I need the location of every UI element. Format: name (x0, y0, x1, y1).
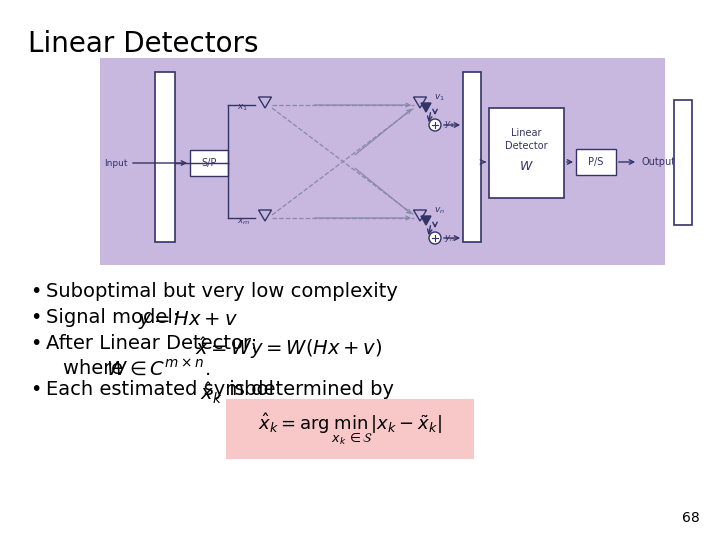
Text: $x_1$: $x_1$ (237, 103, 248, 113)
Text: $v_n$: $v_n$ (434, 206, 445, 216)
Text: Linear: Linear (511, 128, 541, 138)
Text: •: • (30, 282, 41, 301)
Text: where: where (63, 359, 130, 378)
FancyBboxPatch shape (100, 58, 665, 265)
Text: is determined by: is determined by (223, 380, 394, 399)
Text: $y = Hx + v$: $y = Hx + v$ (138, 309, 238, 331)
FancyBboxPatch shape (190, 150, 228, 176)
FancyBboxPatch shape (489, 108, 564, 198)
Text: $\hat{x}_k = \arg \min_{x_k \in \mathcal{S}} |x_k - \tilde{x}_k|$: $\hat{x}_k = \arg \min_{x_k \in \mathcal… (258, 411, 442, 447)
Text: $W \in C^{m \times n}$.: $W \in C^{m \times n}$. (106, 359, 210, 379)
Polygon shape (421, 216, 431, 225)
Text: Each estimated symbol: Each estimated symbol (46, 380, 280, 399)
Polygon shape (258, 97, 271, 108)
Text: Suboptimal but very low complexity: Suboptimal but very low complexity (46, 282, 398, 301)
Text: 68: 68 (683, 511, 700, 525)
FancyBboxPatch shape (155, 72, 175, 242)
Text: After Linear Detector:: After Linear Detector: (46, 334, 264, 353)
Text: $\hat{x}_k$: $\hat{x}_k$ (200, 381, 222, 406)
Polygon shape (421, 103, 431, 112)
Text: •: • (30, 308, 41, 327)
FancyBboxPatch shape (576, 149, 616, 175)
Text: •: • (30, 380, 41, 399)
Circle shape (429, 119, 441, 131)
Text: $x_m$: $x_m$ (237, 217, 251, 227)
FancyBboxPatch shape (463, 72, 481, 242)
Text: $W$: $W$ (519, 159, 534, 172)
Polygon shape (413, 210, 426, 221)
Text: $y_1$: $y_1$ (444, 119, 455, 131)
Text: Detector: Detector (505, 141, 548, 151)
Polygon shape (258, 210, 271, 221)
Text: P/S: P/S (588, 157, 603, 167)
Text: $\hat{x} = Wy = W(Hx + v)$: $\hat{x} = Wy = W(Hx + v)$ (195, 335, 382, 361)
Polygon shape (413, 97, 426, 108)
Text: S/P: S/P (202, 158, 217, 168)
Text: Input: Input (104, 159, 128, 167)
Text: Signal model:: Signal model: (46, 308, 186, 327)
FancyBboxPatch shape (226, 399, 474, 459)
Text: •: • (30, 334, 41, 353)
Text: Output: Output (641, 157, 675, 167)
FancyBboxPatch shape (674, 100, 692, 225)
Circle shape (429, 232, 441, 244)
Text: $v_1$: $v_1$ (434, 92, 445, 103)
Text: $y_n$: $y_n$ (444, 233, 455, 244)
Text: Linear Detectors: Linear Detectors (28, 30, 258, 58)
